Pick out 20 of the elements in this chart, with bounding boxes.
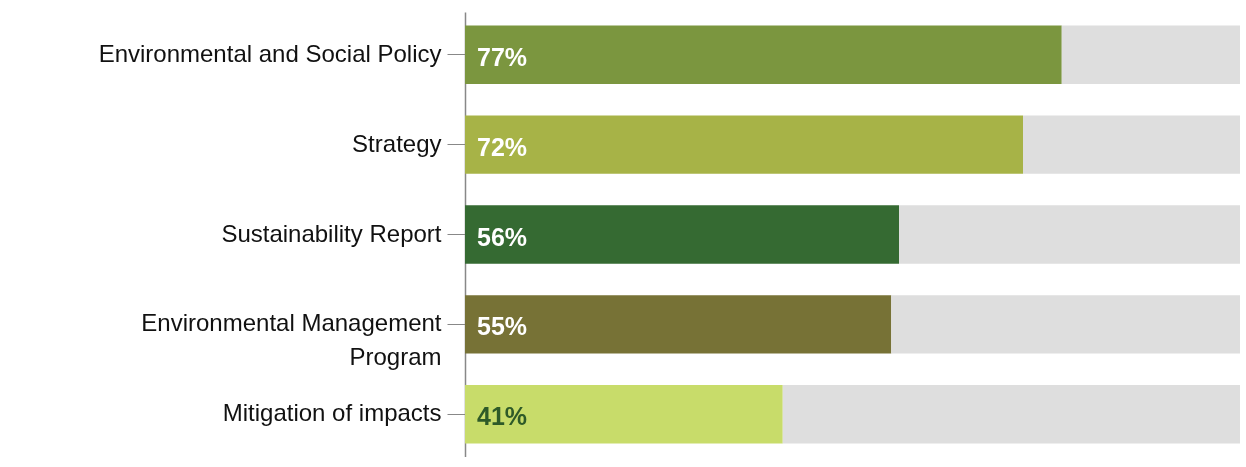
- data-label: 41%: [477, 402, 528, 431]
- y-tick-label: Strategy: [352, 129, 442, 157]
- bar: [465, 115, 1023, 174]
- bar: [782, 385, 1240, 444]
- bar: [899, 205, 1240, 264]
- data-label: 72%: [477, 132, 528, 161]
- bar: [465, 385, 783, 444]
- data-label: 77%: [477, 42, 528, 71]
- y-tick-label: Mitigation of impacts: [222, 399, 442, 427]
- bar: [1023, 115, 1240, 174]
- data-label: 55%: [477, 312, 528, 341]
- bar: [1061, 25, 1240, 84]
- y-tick-label: Environmental and Social Policy: [98, 39, 442, 67]
- y-tick-label: Sustainability Report: [221, 219, 442, 247]
- bar: [465, 295, 892, 354]
- data-label: 56%: [477, 222, 528, 251]
- bar: [465, 25, 1062, 84]
- bar: [891, 295, 1240, 354]
- y-tick-label: Environmental Management Program: [141, 309, 442, 371]
- bar: [465, 205, 899, 264]
